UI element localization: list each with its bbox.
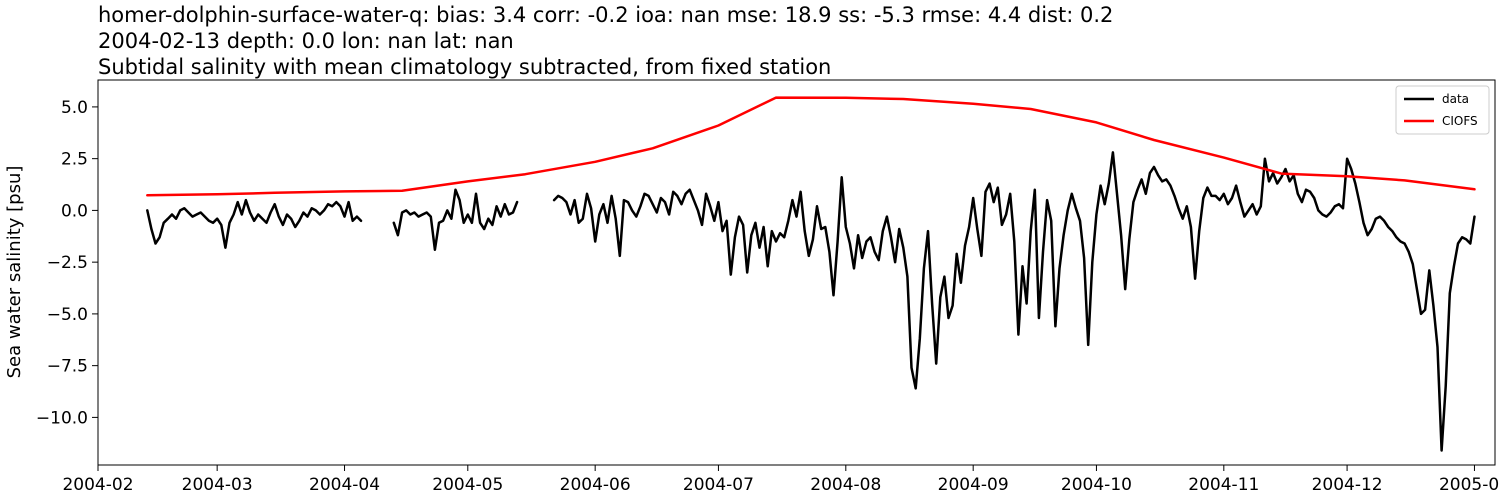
series-layer — [146, 96, 1476, 452]
y-axis-label: Sea water salinity [psu] — [4, 166, 25, 379]
chart-title-line-3: Subtidal salinity with mean climatology … — [98, 55, 832, 79]
series-line-ciofs — [146, 96, 1476, 197]
x-tick-label: 2004-10 — [1061, 475, 1132, 495]
y-tick-label: −5.0 — [47, 305, 88, 325]
x-tick-label: 2004-08 — [810, 475, 881, 495]
x-tick-label: 2004-07 — [683, 475, 754, 495]
x-tick-label: 2004-03 — [182, 475, 253, 495]
x-tick-label: 2004-02 — [62, 475, 133, 495]
y-tick-label: −2.5 — [47, 253, 88, 273]
legend-label-ciofs: CIOFS — [1442, 114, 1478, 128]
x-tick-label: 2004-06 — [560, 475, 631, 495]
chart-title-line-1: homer-dolphin-surface-water-q: bias: 3.4… — [98, 3, 1114, 27]
legend: data CIOFS — [1395, 85, 1490, 135]
y-tick-label: −7.5 — [47, 357, 88, 377]
y-axis-ticks: 5.0 2.5 0.0 −2.5 −5.0 −7.5 −10.0 — [36, 98, 98, 428]
x-tick-label: 2004-12 — [1312, 475, 1383, 495]
x-tick-label: 2004-09 — [938, 475, 1009, 495]
y-tick-label: −10.0 — [36, 408, 88, 428]
legend-label-data: data — [1442, 92, 1469, 106]
x-tick-label: 2004-05 — [432, 475, 503, 495]
plot-frame — [97, 79, 1496, 466]
series-line-data — [146, 198, 363, 249]
x-tick-label: 2005-01 — [1439, 475, 1500, 495]
x-tick-label: 2004-11 — [1188, 475, 1259, 495]
y-tick-label: 0.0 — [61, 201, 88, 221]
x-axis-ticks: 2004-02 2004-03 2004-04 2004-05 2004-06 2004-… — [62, 465, 1500, 495]
chart-title-line-2: 2004-02-13 depth: 0.0 lon: nan lat: nan — [98, 29, 514, 53]
y-tick-label: 2.5 — [61, 150, 88, 170]
x-tick-label: 2004-04 — [309, 475, 380, 495]
series-line-data — [392, 188, 519, 251]
y-tick-label: 5.0 — [61, 98, 88, 118]
series-line-data — [552, 151, 1476, 452]
